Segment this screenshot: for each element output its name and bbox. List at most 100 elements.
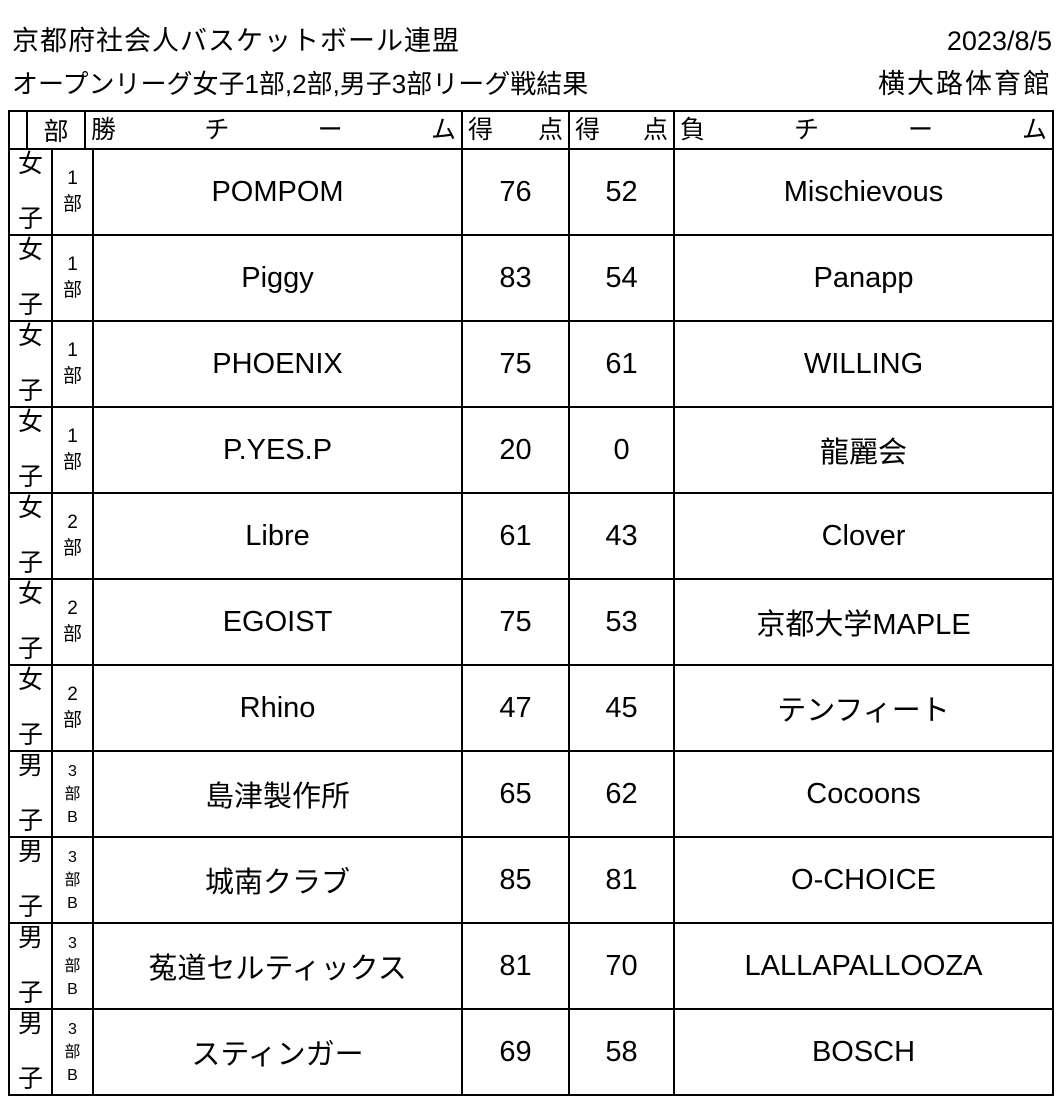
- win-score-label: 83: [499, 261, 532, 294]
- lose-score-cell: 43: [568, 492, 676, 580]
- division-char: 部: [63, 538, 83, 559]
- lose-score-label: 43: [605, 519, 638, 552]
- lose-score-cell: 58: [568, 1008, 676, 1096]
- division-char: 2: [67, 598, 78, 619]
- division-char: 3: [68, 1020, 77, 1038]
- lose-team-cell: WILLING: [673, 320, 1055, 408]
- corner-header-cell: [8, 110, 28, 150]
- win-score-cell: 81: [461, 922, 571, 1010]
- header-label: 得点: [464, 114, 567, 146]
- division-column-header: 部: [25, 110, 87, 150]
- lose-team-cell: 京都大学MAPLE: [673, 578, 1055, 666]
- win-team-cell: EGOIST: [92, 578, 464, 666]
- division-char: B: [67, 808, 78, 826]
- lose-score-label: 81: [605, 863, 638, 896]
- gender-cell: 女子: [8, 234, 53, 322]
- win-team-label: P.YES.P: [222, 433, 333, 466]
- win-team-label: Rhino: [239, 691, 316, 724]
- gender-char: 女: [17, 322, 43, 350]
- win-team-cell: Piggy: [92, 234, 464, 322]
- division-char: 1: [67, 340, 78, 361]
- division-char: 部: [63, 366, 83, 387]
- lose-team-label: O-CHOICE: [791, 863, 937, 896]
- win-team-label: 島津製作所: [205, 781, 351, 813]
- header-label: 負チーム: [676, 114, 1051, 146]
- gender-label: 女子: [11, 150, 50, 233]
- lose-score-column-header: 得点: [568, 110, 676, 150]
- win-score-cell: 69: [461, 1008, 571, 1096]
- win-team-cell: スティンガー: [92, 1008, 464, 1096]
- division-char: 1: [67, 168, 78, 189]
- lose-team-cell: BOSCH: [673, 1008, 1055, 1096]
- win-team-label: Libre: [245, 519, 310, 552]
- win-score-label: 65: [499, 777, 532, 810]
- lose-team-cell: 龍麗会: [673, 406, 1055, 494]
- header-char: 点: [538, 116, 564, 144]
- gender-char: 男: [17, 838, 43, 866]
- gender-cell: 女子: [8, 320, 53, 408]
- win-score-label: 76: [499, 175, 532, 208]
- win-score-label: 75: [499, 347, 532, 380]
- division-char: 1: [67, 426, 78, 447]
- division-char: 1: [67, 254, 78, 275]
- lose-score-label: 0: [613, 433, 630, 466]
- sheet-header: 京都府社会人バスケットボール連盟 2023/8/5 オープンリーグ女子1部,2部…: [0, 0, 1061, 106]
- lose-team-label: Panapp: [813, 261, 914, 294]
- gender-char: 子: [17, 1065, 43, 1093]
- lose-score-label: 53: [605, 605, 638, 638]
- win-team-cell: 城南クラブ: [92, 836, 464, 924]
- venue-label: 横大路体育館: [878, 69, 1052, 99]
- header-line-1: 京都府社会人バスケットボール連盟 2023/8/5: [12, 20, 1052, 63]
- header-char: 得: [468, 116, 494, 144]
- header-label: 得点: [571, 114, 672, 146]
- gender-char: 女: [17, 150, 43, 178]
- division-char: 部: [63, 280, 83, 301]
- lose-score-label: 52: [605, 175, 638, 208]
- lose-team-column-header: 負チーム: [673, 110, 1055, 150]
- win-score-column-header: 得点: [461, 110, 571, 150]
- lose-score-label: 54: [605, 261, 638, 294]
- gender-char: 女: [17, 408, 43, 436]
- win-score-label: 61: [499, 519, 532, 552]
- gender-char: 子: [17, 635, 43, 663]
- win-team-label: 菟道セルティックス: [148, 953, 407, 985]
- win-score-label: 85: [499, 863, 532, 896]
- win-score-cell: 65: [461, 750, 571, 838]
- page-subtitle: オープンリーグ女子1部,2部,男子3部リーグ戦結果: [12, 69, 589, 99]
- header-char: チ: [794, 116, 820, 144]
- gender-char: 子: [17, 291, 43, 319]
- lose-team-cell: O-CHOICE: [673, 836, 1055, 924]
- gender-label: 女子: [11, 322, 50, 405]
- win-team-cell: PHOENIX: [92, 320, 464, 408]
- division-char: 部: [64, 871, 81, 889]
- gender-char: 子: [17, 979, 43, 1007]
- win-score-cell: 85: [461, 836, 571, 924]
- division-char: 部: [63, 452, 83, 473]
- lose-score-cell: 61: [568, 320, 676, 408]
- page-title: 京都府社会人バスケットボール連盟: [12, 26, 460, 56]
- win-team-cell: 島津製作所: [92, 750, 464, 838]
- gender-char: 子: [17, 721, 43, 749]
- gender-label: 男子: [11, 753, 50, 835]
- win-team-cell: Rhino: [92, 664, 464, 752]
- header-char: ム: [431, 116, 457, 144]
- header-char: ム: [1021, 116, 1047, 144]
- win-score-label: 75: [499, 605, 532, 638]
- division-char: 部: [63, 624, 83, 645]
- lose-score-cell: 0: [568, 406, 676, 494]
- lose-team-label: Clover: [821, 519, 906, 552]
- win-score-label: 47: [499, 691, 532, 724]
